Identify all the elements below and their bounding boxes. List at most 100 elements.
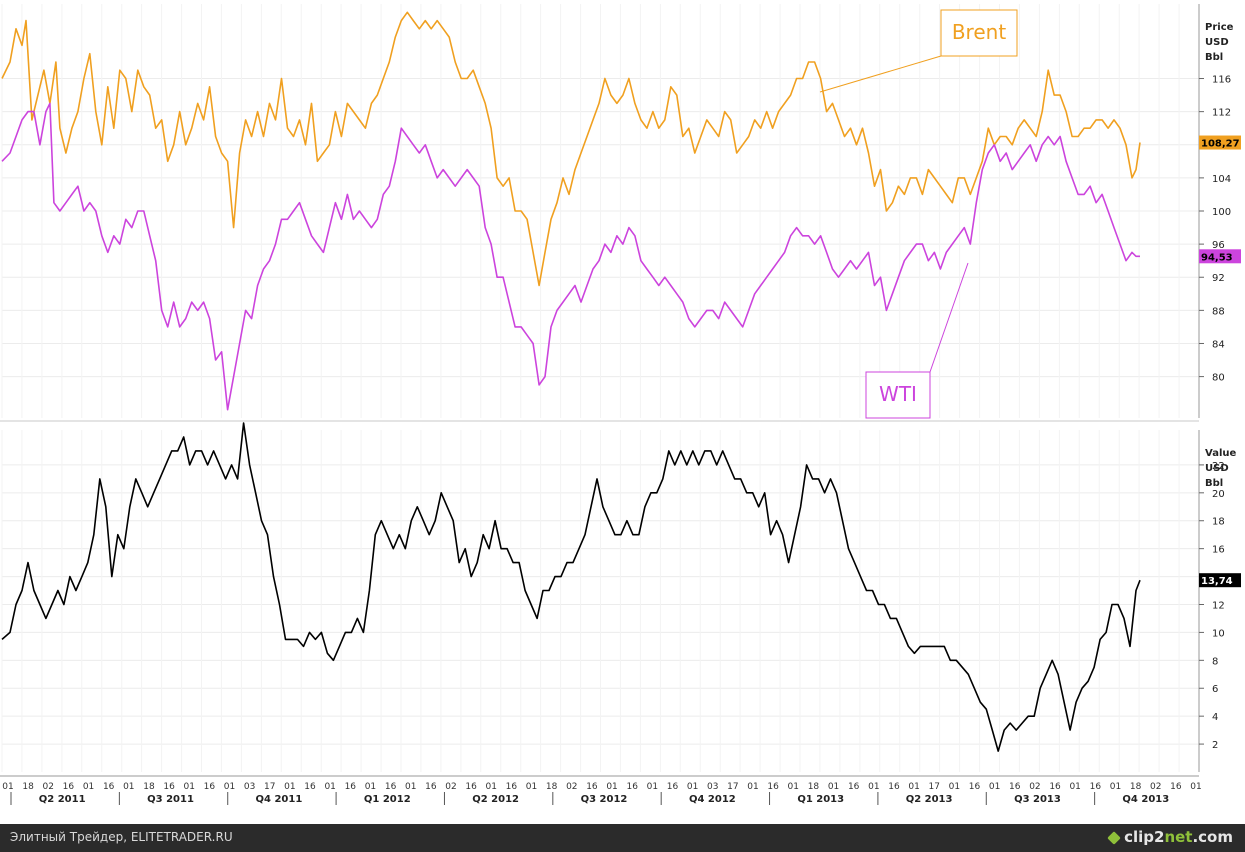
x-day-tick-label: 02: [566, 782, 577, 792]
clip-icon: [1107, 830, 1121, 845]
x-day-tick-label: 18: [808, 782, 820, 792]
x-day-tick-label: 01: [868, 782, 879, 792]
spread-last-value-tag: [1199, 573, 1241, 588]
spread-axis-label: Bbl: [1205, 478, 1223, 489]
spread-tick-label: 20: [1212, 489, 1225, 500]
x-day-tick-label: 16: [204, 782, 216, 792]
x-day-tick-label: 16: [667, 782, 679, 792]
x-day-tick-label: 01: [647, 782, 658, 792]
x-day-tick-label: 03: [707, 782, 718, 792]
x-day-tick-label: 16: [1009, 782, 1021, 792]
wti-last-value-label: 94,53: [1201, 252, 1233, 263]
x-day-tick-label: 16: [506, 782, 518, 792]
x-day-tick-label: 16: [888, 782, 900, 792]
footer-source: Элитный Трейдер, ELITETRADER.RU: [10, 830, 233, 844]
x-day-tick-label: 16: [345, 782, 357, 792]
x-day-tick-label: 03: [244, 782, 255, 792]
spread-series-group: [1, 422, 1141, 752]
x-day-tick-label: 01: [747, 782, 758, 792]
x-day-tick-label: 18: [1130, 782, 1142, 792]
x-day-tick-label: 01: [788, 782, 799, 792]
logo-accent: net: [1164, 828, 1193, 846]
price-tick-label: 92: [1212, 273, 1225, 284]
x-quarter-label: Q1 2013: [797, 794, 844, 805]
x-day-tick-label: 16: [465, 782, 477, 792]
wti-last-value-tag: [1199, 249, 1241, 264]
logo-tail: .com: [1192, 828, 1233, 846]
x-day-tick-label: 16: [1170, 782, 1182, 792]
x-day-tick-label: 01: [486, 782, 497, 792]
x-day-tick-label: 02: [1150, 782, 1161, 792]
x-quarter-label: Q4 2012: [689, 794, 736, 805]
x-day-tick-label: 01: [83, 782, 94, 792]
x-day-tick-label: 01: [2, 782, 13, 792]
x-day-tick-label: 01: [1069, 782, 1080, 792]
spread-grid: [1, 430, 1200, 772]
x-quarter-label: Q3 2013: [1014, 794, 1061, 805]
x-axis: 01 18 02 16 01 16 01 18 16 01 16 01 03 17 01 16 01 16 01 16…: [0, 775, 1202, 805]
x-day-tick-label: 16: [385, 782, 397, 792]
x-day-tick-label: 01: [949, 782, 960, 792]
price-tick-label: 104: [1212, 174, 1231, 185]
spread-tick-label: 10: [1212, 628, 1225, 639]
x-day-tick-label: 01: [908, 782, 919, 792]
spread-last-value-label: 13,74: [1201, 576, 1233, 587]
x-day-tick-label: 01: [1190, 782, 1201, 792]
price-tick-label: 88: [1212, 306, 1225, 317]
spread-axis-label: Value: [1205, 448, 1236, 459]
x-day-tick-label: 16: [425, 782, 437, 792]
x-day-tick-label: 16: [586, 782, 598, 792]
x-day-tick-label: 02: [445, 782, 456, 792]
x-quarter-label: Q4 2013: [1122, 794, 1169, 805]
x-day-tick-label: 16: [969, 782, 981, 792]
x-quarter-label: Q3 2011: [147, 794, 194, 805]
brent-label: Brent: [952, 20, 1006, 44]
x-quarter-label: Q4 2011: [256, 794, 303, 805]
footer-bar: Элитный Трейдер, ELITETRADER.RU clip2net…: [0, 824, 1245, 852]
price-panel: 8084889296100104108112116PriceUSDBbl108,…: [1, 4, 1241, 419]
wti-series-line: [1, 102, 1140, 411]
x-day-tick-label: 01: [526, 782, 537, 792]
x-day-tick-label: 17: [727, 782, 738, 792]
x-day-tick-label: 01: [828, 782, 839, 792]
x-day-tick-label: 02: [1029, 782, 1040, 792]
clip2net-logo: clip2net.com: [1107, 828, 1233, 846]
x-quarter-label: Q2 2012: [472, 794, 519, 805]
x-day-tick-label: 16: [1090, 782, 1102, 792]
spread-tick-label: 18: [1212, 517, 1225, 528]
x-day-tick-label: 02: [43, 782, 54, 792]
x-quarter-label: Q3 2012: [581, 794, 628, 805]
spread-tick-label: 8: [1212, 656, 1218, 667]
spread-tick-label: 2: [1212, 740, 1218, 751]
x-day-tick-label: 16: [103, 782, 115, 792]
x-day-tick-label: 16: [1049, 782, 1061, 792]
price-tick-label: 84: [1212, 339, 1225, 350]
x-day-tick-label: 01: [123, 782, 134, 792]
price-tick-label: 116: [1212, 75, 1231, 86]
wti-label-box: [865, 371, 931, 419]
price-axis-label: USD: [1205, 37, 1229, 48]
x-day-tick-label: 16: [767, 782, 779, 792]
x-day-tick-label: 17: [929, 782, 940, 792]
x-day-tick-label: 01: [606, 782, 617, 792]
price-tick-label: 80: [1212, 373, 1225, 384]
spread-tick-label: 16: [1212, 545, 1225, 556]
x-day-tick-label: 18: [22, 782, 34, 792]
x-quarter-label: Q2 2013: [906, 794, 953, 805]
chart-background: [0, 0, 1245, 824]
x-day-tick-label: 16: [63, 782, 75, 792]
price-tick-label: 96: [1212, 240, 1225, 251]
spread-panel: 246810121416182022ValueUSDBbl13,74: [1, 422, 1241, 772]
x-day-tick-label: 01: [405, 782, 416, 792]
x-day-tick-label: 01: [989, 782, 1000, 792]
x-day-tick-label: 18: [546, 782, 558, 792]
spread-y-axis: 246810121416182022ValueUSDBbl13,74: [1198, 430, 1241, 772]
spread-axis-label: USD: [1205, 463, 1229, 474]
chart-canvas: 8084889296100104108112116PriceUSDBbl108,…: [0, 0, 1245, 824]
price-annotations: Brent WTI: [819, 9, 1018, 419]
x-day-tick-label: 16: [848, 782, 860, 792]
x-day-tick-label: 01: [1110, 782, 1121, 792]
wti-pointer: [929, 262, 969, 373]
spread-tick-label: 6: [1212, 684, 1218, 695]
